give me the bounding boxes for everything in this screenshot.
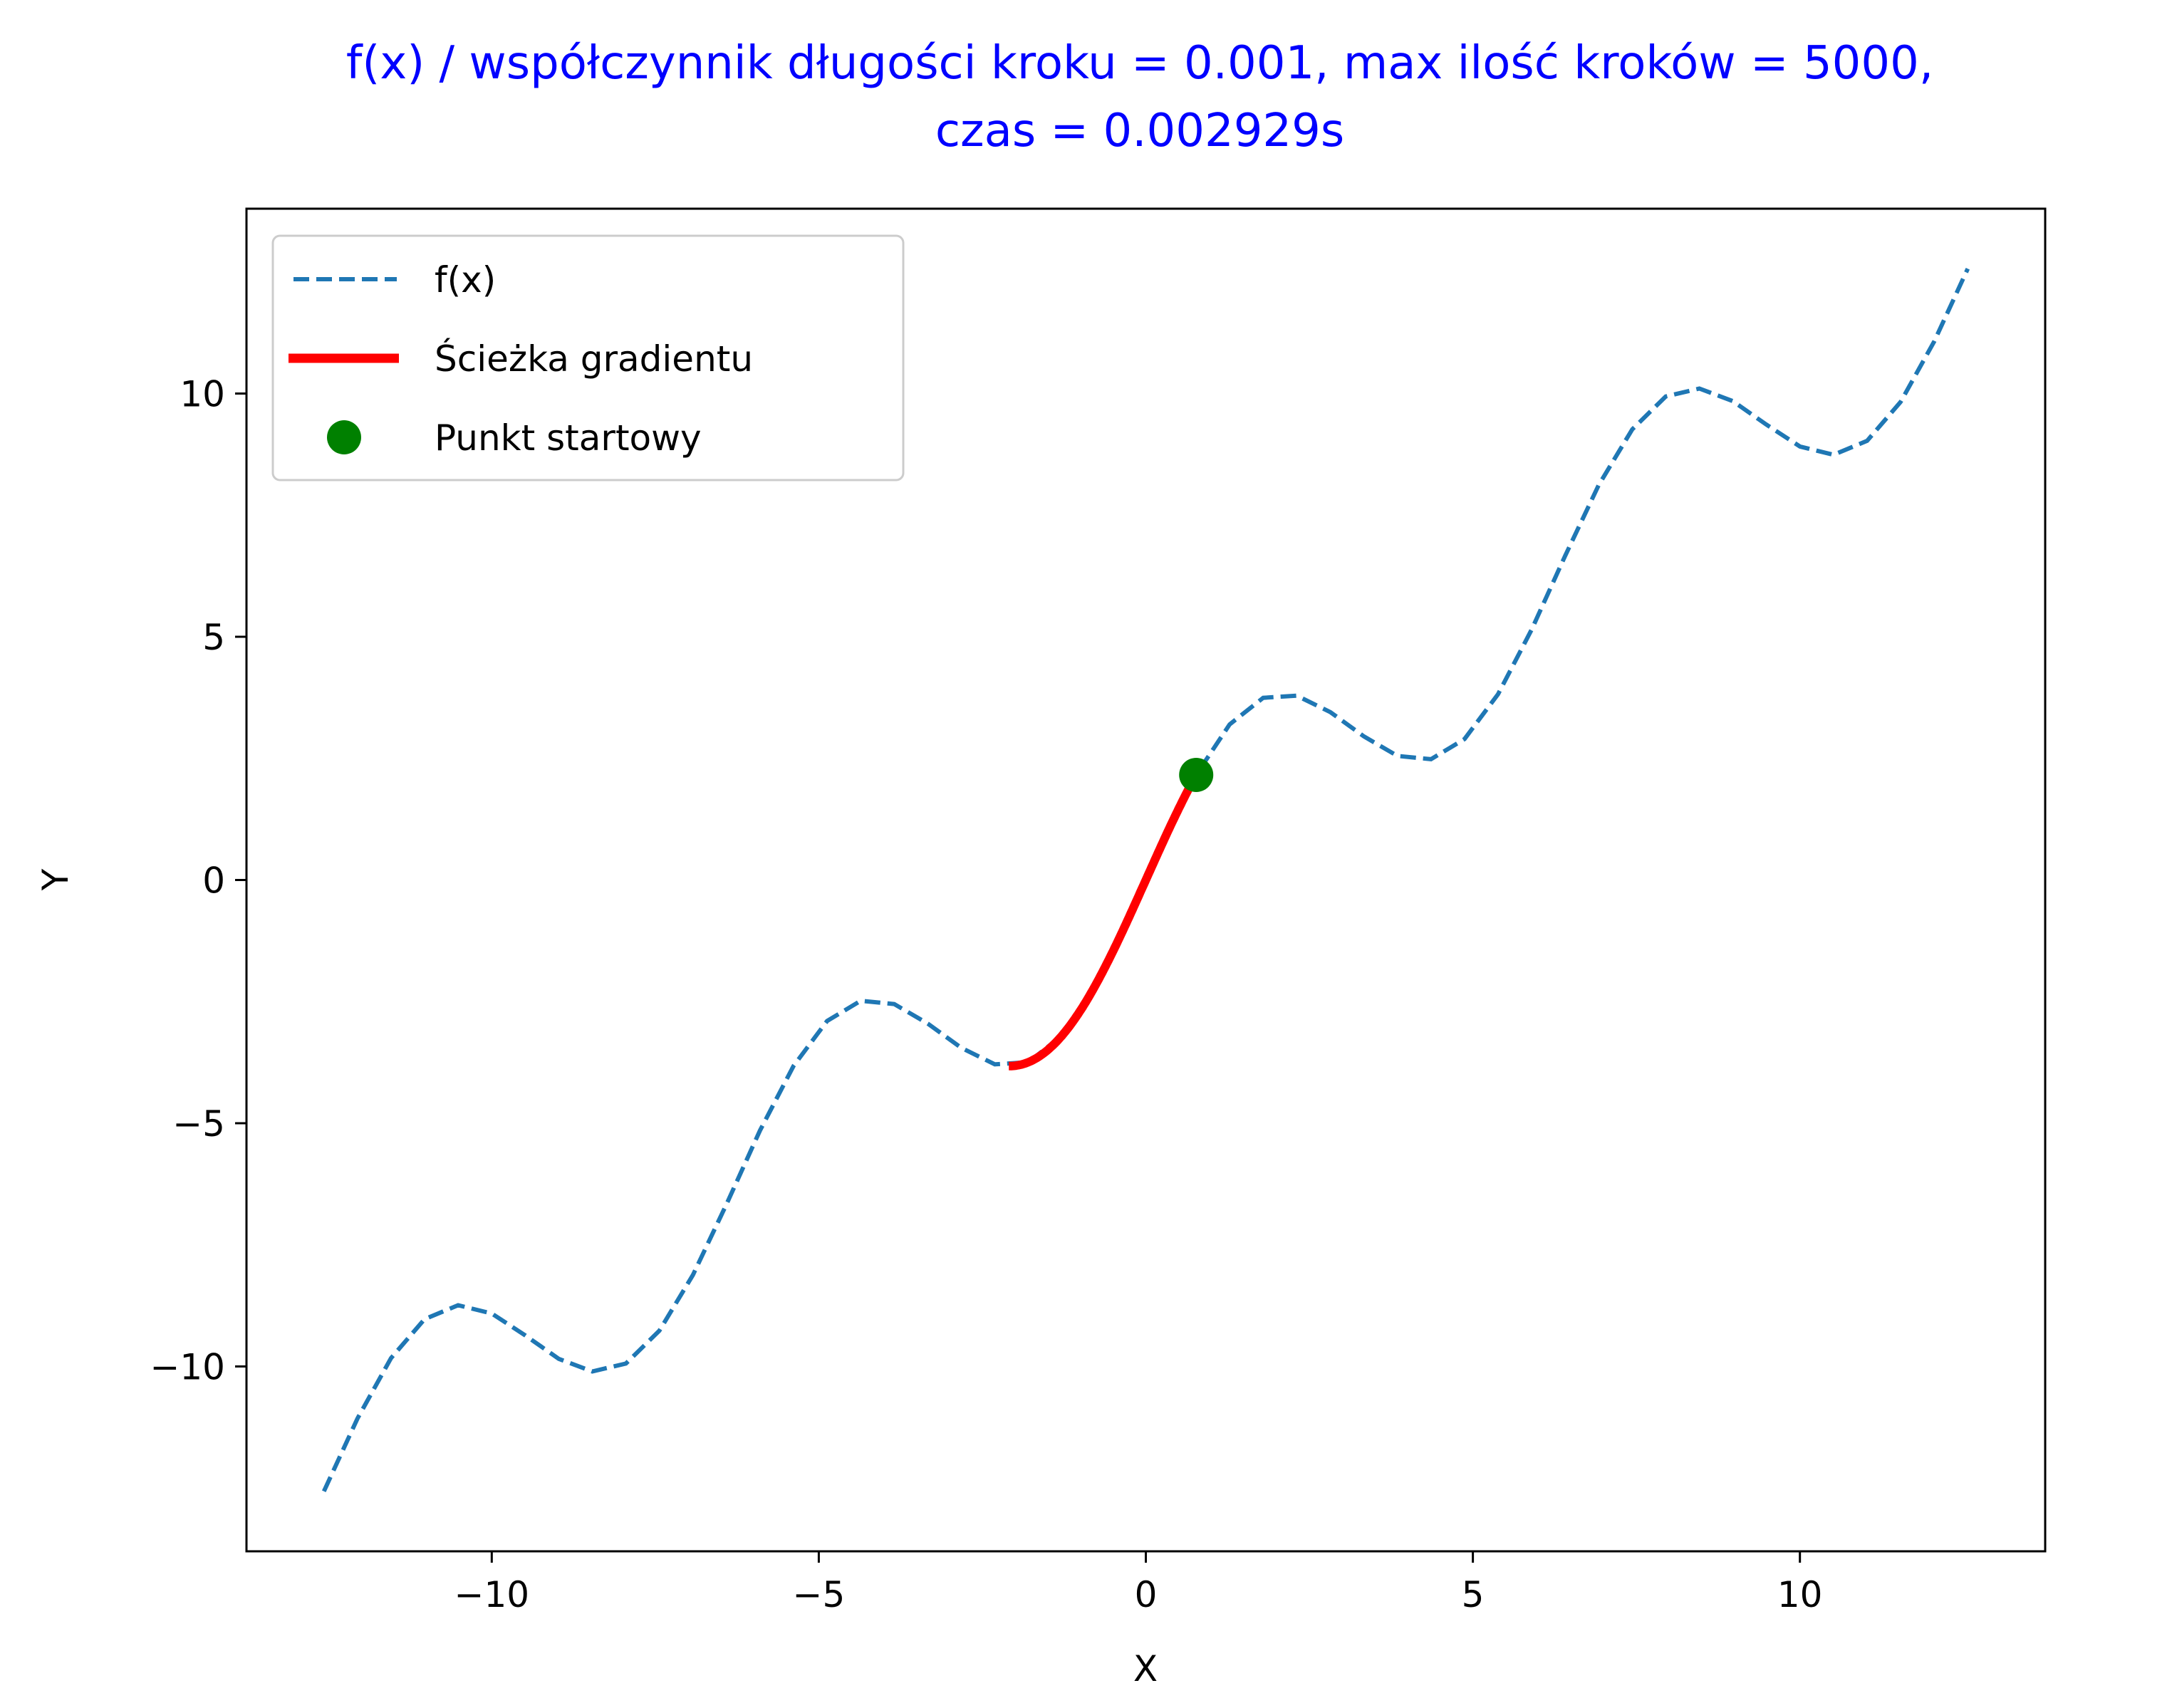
y-tick-label: 5 [202, 617, 225, 658]
x-tick-label: −5 [793, 1574, 846, 1615]
series-gradient-path-line [1006, 763, 1205, 1071]
chart-title-line-1: f(x) / współczynnik długości kroku = 0.0… [346, 37, 1933, 90]
chart-title-line-2: czas = 0.002929s [935, 105, 1344, 157]
y-axis-label: Y [35, 868, 76, 891]
y-tick-label: 10 [180, 374, 225, 415]
x-tick-label: −10 [454, 1574, 530, 1615]
start-point-marker [1179, 757, 1214, 792]
y-axis: −10 −5 0 5 10 [150, 374, 246, 1387]
legend-label-fx: f(x) [435, 259, 496, 301]
y-tick-label: 0 [202, 860, 225, 902]
legend-swatch-start-point [327, 420, 361, 454]
x-tick-label: 0 [1135, 1574, 1158, 1615]
legend-label-gradient-path: Ścieżka gradientu [435, 338, 753, 380]
x-tick-label: 10 [1777, 1574, 1823, 1615]
plot-area: −10 −5 0 5 10 −10 −5 0 5 10 [150, 207, 2047, 1615]
legend-frame [271, 234, 905, 481]
x-axis: −10 −5 0 5 10 [454, 1551, 1823, 1615]
y-tick-label: −10 [150, 1346, 225, 1387]
series-layer [321, 268, 1970, 1492]
x-axis-label: X [1133, 1648, 1158, 1689]
legend-label-start-point: Punkt startowy [435, 417, 702, 459]
x-tick-label: 5 [1462, 1574, 1485, 1615]
legend: f(x) Ścieżka gradientu Punkt startowy [271, 234, 905, 481]
y-tick-label: −5 [172, 1103, 225, 1145]
